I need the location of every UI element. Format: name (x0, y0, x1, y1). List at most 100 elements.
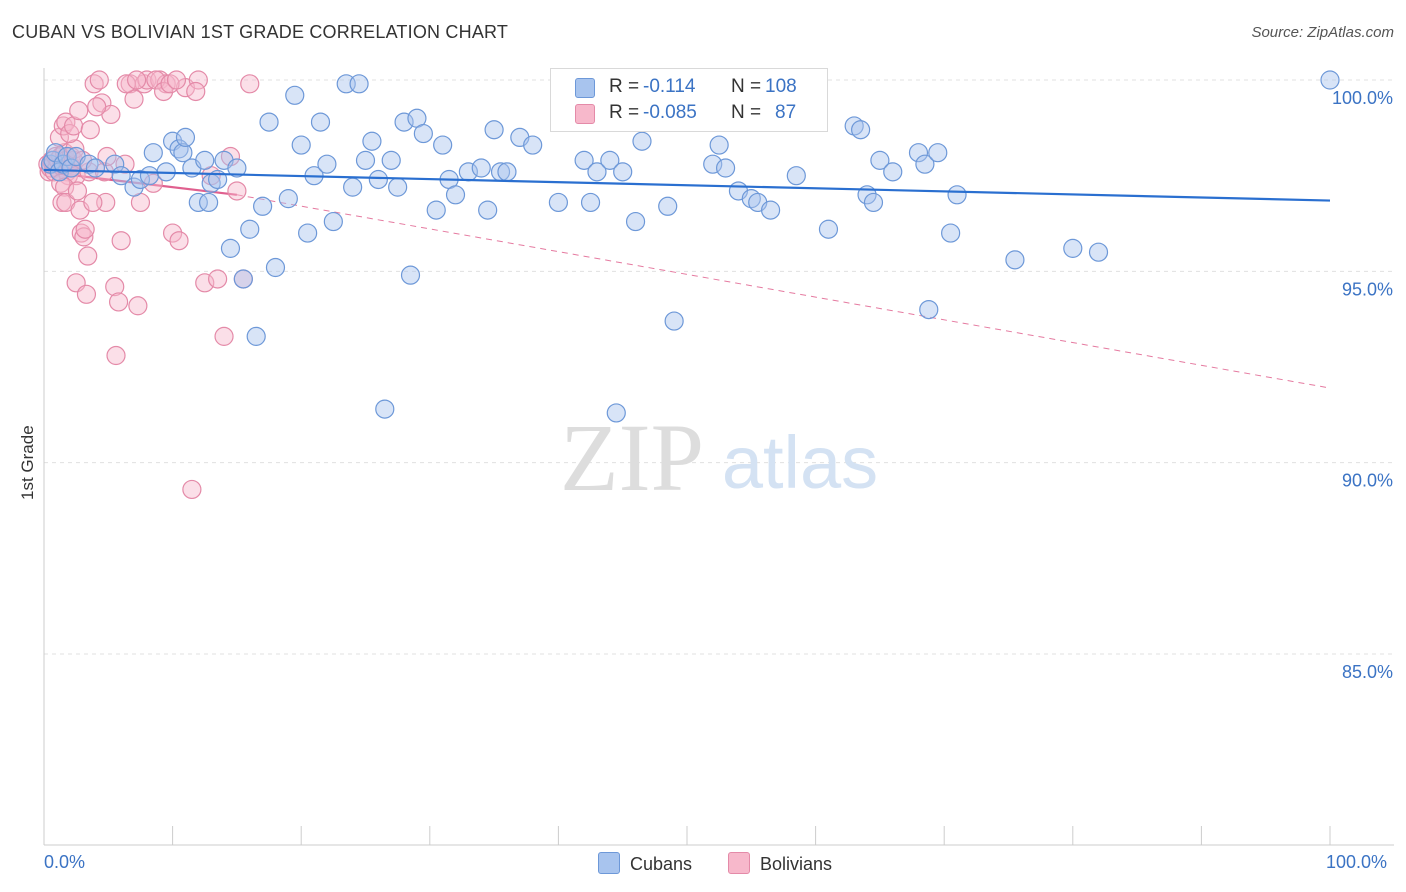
bolivian-point (146, 70, 166, 90)
cuban-point (381, 150, 401, 170)
cuban-point (625, 211, 646, 232)
bolivian-point (80, 120, 100, 140)
cuban-point (478, 200, 498, 220)
cuban-point (947, 185, 967, 205)
cuban-point (253, 196, 273, 216)
cuban-point (1320, 70, 1340, 90)
cuban-point (1088, 242, 1109, 262)
cuban-point (259, 112, 279, 132)
bolivian-point (105, 277, 125, 297)
legend-n-label: N = (731, 76, 762, 97)
chart-title: CUBAN VS BOLIVIAN 1ST GRADE CORRELATION … (12, 22, 509, 42)
cuban-point (169, 139, 189, 159)
cuban-point (433, 135, 453, 155)
cuban-point (355, 150, 376, 170)
cuban-point (343, 177, 363, 197)
bolivian-point (78, 246, 98, 266)
bottom-legend-cubans[interactable]: Cubans (598, 852, 692, 875)
cuban-point (45, 143, 66, 163)
cuban-point (143, 143, 163, 163)
cuban-point (85, 158, 106, 178)
cuban-point (188, 192, 208, 213)
legend-r-label: R = (609, 102, 640, 123)
bolivian-point (54, 177, 75, 197)
bolivian-point (84, 74, 104, 94)
y-tick-labels: 85.0% 90.0% 95.0% 100.0% (1332, 88, 1393, 682)
bolivian-point (126, 70, 147, 90)
cuban-point (265, 257, 286, 278)
bolivian-point (227, 181, 247, 201)
bolivian-point (115, 154, 135, 174)
cuban-point (173, 143, 193, 163)
watermark-atlas: atlas (722, 421, 878, 504)
bolivians-points (38, 70, 260, 500)
bolivian-point (89, 70, 109, 90)
cuban-point (664, 311, 684, 331)
stats-legend: R = -0.114 N = 108 R = -0.085 N = 87 (550, 68, 828, 132)
cuban-point (413, 123, 433, 144)
cuban-point (709, 135, 729, 155)
bolivian-point (74, 227, 94, 247)
cuban-point (394, 112, 414, 132)
legend-swatch-bolivians (728, 852, 750, 874)
cuban-point (298, 223, 318, 243)
x-tick-label-max: 100.0% (1326, 852, 1388, 872)
legend-swatch-cubans (598, 852, 620, 874)
bolivian-point (83, 192, 103, 213)
cuban-point (883, 162, 903, 182)
legend-label-cubans: Cubans (630, 854, 693, 874)
bolivian-point (75, 219, 95, 239)
bolivian-point (188, 70, 208, 90)
watermark: ZIP atlas (560, 404, 878, 511)
bolivian-point (208, 269, 228, 289)
cuban-point (919, 300, 939, 320)
cuban-point (870, 150, 890, 170)
cuban-point (587, 162, 607, 182)
bolivian-point (106, 345, 126, 366)
bolivian-point (153, 81, 174, 102)
bolivian-point (69, 101, 89, 121)
cuban-point (1063, 238, 1083, 258)
cuban-point (548, 192, 569, 213)
cuban-point (317, 154, 337, 174)
cuban-point (908, 143, 929, 163)
cuban-point (941, 223, 961, 243)
cuban-point (760, 200, 781, 220)
cuban-point (105, 154, 125, 174)
bolivian-point (87, 97, 107, 117)
cuban-point (278, 189, 298, 209)
bottom-legend-bolivians[interactable]: Bolivians (728, 852, 832, 875)
cuban-point (818, 219, 839, 239)
bolivian-point (166, 70, 187, 90)
cuban-point (375, 399, 395, 419)
legend-swatch-cubans (575, 78, 595, 98)
bolivian-point (76, 284, 97, 304)
cuban-point (291, 135, 311, 155)
cuban-point (632, 131, 652, 151)
cuban-point (220, 238, 241, 258)
cuban-point (915, 154, 935, 174)
legend-n-value: 108 (765, 76, 797, 97)
axes (43, 68, 1394, 846)
cuban-point (368, 169, 388, 190)
cuban-point (388, 177, 408, 197)
cuban-point (195, 150, 215, 170)
cuban-point (523, 135, 543, 155)
cuban-point (497, 162, 517, 182)
bolivian-point (128, 296, 148, 316)
x-tick-label-min: 0.0% (44, 852, 86, 872)
y-tick-label: 90.0% (1342, 471, 1393, 491)
legend-swatch-bolivians (575, 104, 595, 124)
legend-r-value: -0.114 (643, 76, 696, 97)
cuban-point (285, 85, 305, 105)
cuban-point (227, 158, 247, 178)
bolivian-point (97, 146, 117, 167)
legend-r-value: -0.085 (643, 102, 697, 123)
cuban-point (600, 150, 620, 170)
cuban-point (61, 158, 81, 178)
cuban-point (1005, 250, 1025, 270)
source-label: Source: ZipAtlas.com (1251, 24, 1394, 41)
cuban-point (124, 177, 144, 197)
cuban-point (928, 143, 948, 163)
watermark-zip: ZIP (560, 404, 704, 511)
